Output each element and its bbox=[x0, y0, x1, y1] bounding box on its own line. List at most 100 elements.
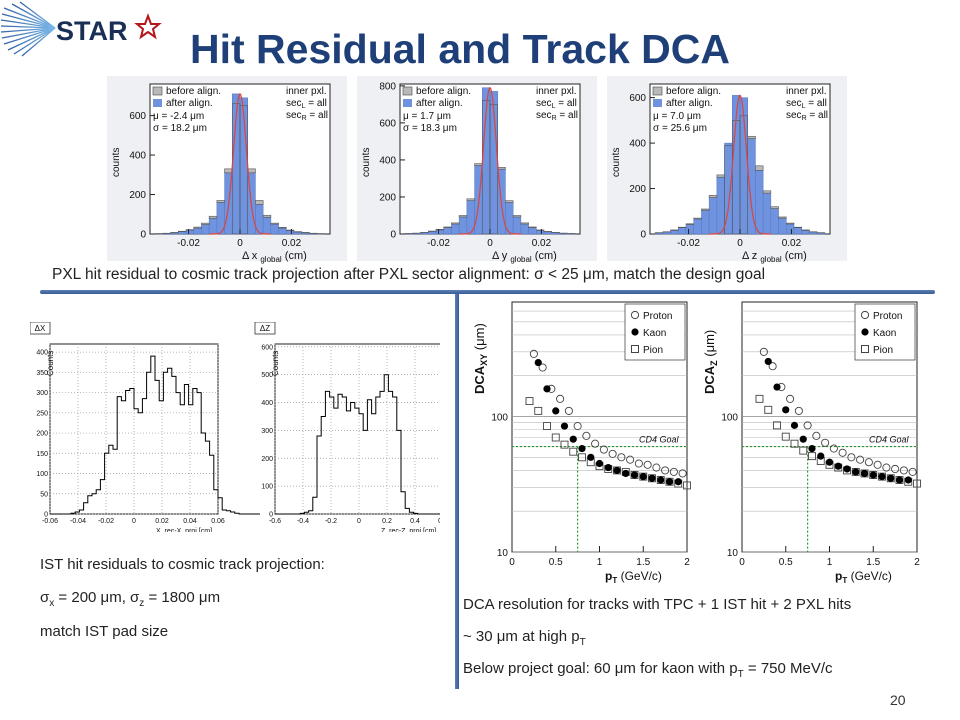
bar-after-align bbox=[708, 197, 718, 235]
bar-before-align bbox=[701, 208, 710, 211]
x-tick-label: 1.5 bbox=[866, 557, 880, 568]
y-tick-label: 100 bbox=[36, 471, 48, 478]
dca-chart-z: 10 100 0 0.5 1 1.5 2 CD4 Goal Proton Kaon Pion DCAZ… bbox=[702, 301, 921, 585]
legend-kaon-marker bbox=[631, 328, 639, 336]
kaon-point bbox=[773, 383, 781, 391]
x-tick-label: -0.02 bbox=[177, 238, 200, 249]
y-axis-label: counts bbox=[361, 148, 372, 177]
kaon-point bbox=[764, 357, 772, 366]
proton-point bbox=[556, 394, 565, 403]
x-tick-label: -0.02 bbox=[98, 518, 114, 525]
x-tick-label: -0.04 bbox=[70, 518, 86, 525]
y-axis-label: counts bbox=[111, 148, 122, 177]
bar-after-align bbox=[778, 217, 787, 235]
legend-secl-label: secL = all bbox=[536, 98, 577, 110]
proton-point bbox=[864, 458, 873, 467]
page-number: 20 bbox=[890, 692, 906, 708]
x-tick-label: 0 bbox=[739, 557, 745, 568]
legend-kaon-label: Kaon bbox=[643, 328, 666, 339]
y-tick-label: 300 bbox=[261, 428, 273, 435]
legend-inner-label: inner pxl. bbox=[536, 86, 577, 97]
kaon-point bbox=[630, 471, 639, 479]
x-axis-label: X_rec-X_proj [cm] bbox=[156, 528, 212, 532]
proton-point bbox=[573, 422, 582, 431]
bar-before-align bbox=[785, 222, 795, 225]
bar-before-align bbox=[685, 223, 695, 225]
pxl-caption: PXL hit residual to cosmic track project… bbox=[52, 266, 766, 283]
proton-point bbox=[891, 464, 900, 474]
dca-text-line3: Below project goal: 60 μm for kaon with … bbox=[463, 660, 833, 680]
bar-before-align bbox=[693, 217, 702, 220]
x-tick-label: 0 bbox=[509, 557, 515, 568]
x-tick-label: 2 bbox=[914, 557, 920, 568]
bar-after-align bbox=[678, 227, 687, 235]
y-tick-label: 0 bbox=[140, 230, 146, 241]
bar-before-align bbox=[435, 229, 445, 231]
y-tick-label: 100 bbox=[721, 413, 738, 424]
legend-secl-label: secL = all bbox=[786, 98, 827, 110]
bar-after-align bbox=[435, 229, 444, 235]
proton-point bbox=[669, 467, 678, 476]
x-axis-label: pT (GeV/c) bbox=[605, 569, 662, 585]
ist-sub-z: z bbox=[139, 598, 145, 609]
bar-after-align bbox=[185, 229, 194, 235]
dca-line2-a: ~ 30 μm at high p bbox=[463, 628, 580, 645]
bar-before-align bbox=[497, 167, 506, 170]
y-tick-label: 0 bbox=[269, 512, 273, 519]
x-tick-label: 0 bbox=[237, 238, 243, 249]
x-tick-label: 0.02 bbox=[532, 238, 552, 249]
pion-point bbox=[808, 452, 816, 461]
bar-after-align bbox=[770, 208, 779, 235]
ist-chart-x: ΔX -0.06 -0.04 -0.02 0 0.02 0.04 0.06 0 50 100 150 2… bbox=[30, 322, 260, 532]
gaussian-fit-line bbox=[209, 93, 271, 235]
x-axis-label: Δ x global (cm) bbox=[242, 250, 307, 264]
bar-before-align bbox=[474, 163, 483, 166]
bar-after-align bbox=[193, 227, 202, 235]
y-axis-label: DCAXY (μm) bbox=[472, 323, 489, 394]
legend-before-swatch bbox=[652, 86, 663, 96]
x-tick-label: 1 bbox=[827, 557, 833, 568]
legend-after-swatch bbox=[653, 99, 662, 107]
bar-before-align bbox=[255, 200, 264, 205]
y-tick-label: 400 bbox=[36, 350, 48, 357]
proton-point bbox=[529, 349, 538, 358]
y-tick-label: 150 bbox=[36, 451, 48, 458]
pxl-chart-y: 0 200 400 600 800 -0.02 0 0.02 counts Δ y global … bbox=[357, 76, 597, 264]
legend-pion-marker bbox=[631, 345, 639, 353]
y-tick-label: 500 bbox=[261, 372, 273, 379]
legend-proton-marker bbox=[630, 310, 640, 320]
x-tick-label: 0 bbox=[487, 238, 493, 249]
bar-before-align bbox=[224, 168, 233, 174]
gaussian-fit-line bbox=[709, 94, 771, 235]
kaon-point bbox=[904, 476, 912, 484]
legend-secr-label: secR = all bbox=[286, 110, 328, 122]
bar-after-align bbox=[458, 216, 468, 235]
bar-after-align bbox=[278, 227, 287, 235]
proton-point bbox=[626, 455, 635, 464]
x-tick-label: 0.2 bbox=[382, 518, 392, 525]
pion-point bbox=[683, 481, 691, 490]
bar-after-align bbox=[716, 176, 725, 235]
kaon-point bbox=[534, 358, 542, 367]
bar-after-align bbox=[793, 227, 802, 235]
bar-after-align bbox=[685, 224, 694, 235]
kaon-point bbox=[595, 459, 604, 468]
logo-text: STAR bbox=[56, 16, 128, 46]
bar-before-align bbox=[270, 222, 279, 225]
pion-point bbox=[534, 406, 543, 415]
bar-after-align bbox=[662, 231, 671, 235]
y-axis-label: DCAZ (μm) bbox=[702, 330, 719, 394]
kaon-point bbox=[790, 421, 799, 429]
y-tick-label: 400 bbox=[379, 155, 396, 166]
y-tick-label: 250 bbox=[36, 410, 48, 417]
ist-sigma-end: = 1800 μm bbox=[144, 589, 221, 606]
proton-point bbox=[608, 449, 617, 458]
kaon-point bbox=[665, 478, 674, 486]
y-tick-label: 50 bbox=[40, 491, 48, 498]
bar-before-align bbox=[747, 135, 756, 139]
pion-point bbox=[755, 394, 764, 403]
proton-point bbox=[599, 445, 608, 454]
ist-histogram-line bbox=[275, 374, 440, 515]
legend-before-label: before align. bbox=[166, 86, 221, 97]
x-tick-label: 1 bbox=[597, 557, 603, 568]
